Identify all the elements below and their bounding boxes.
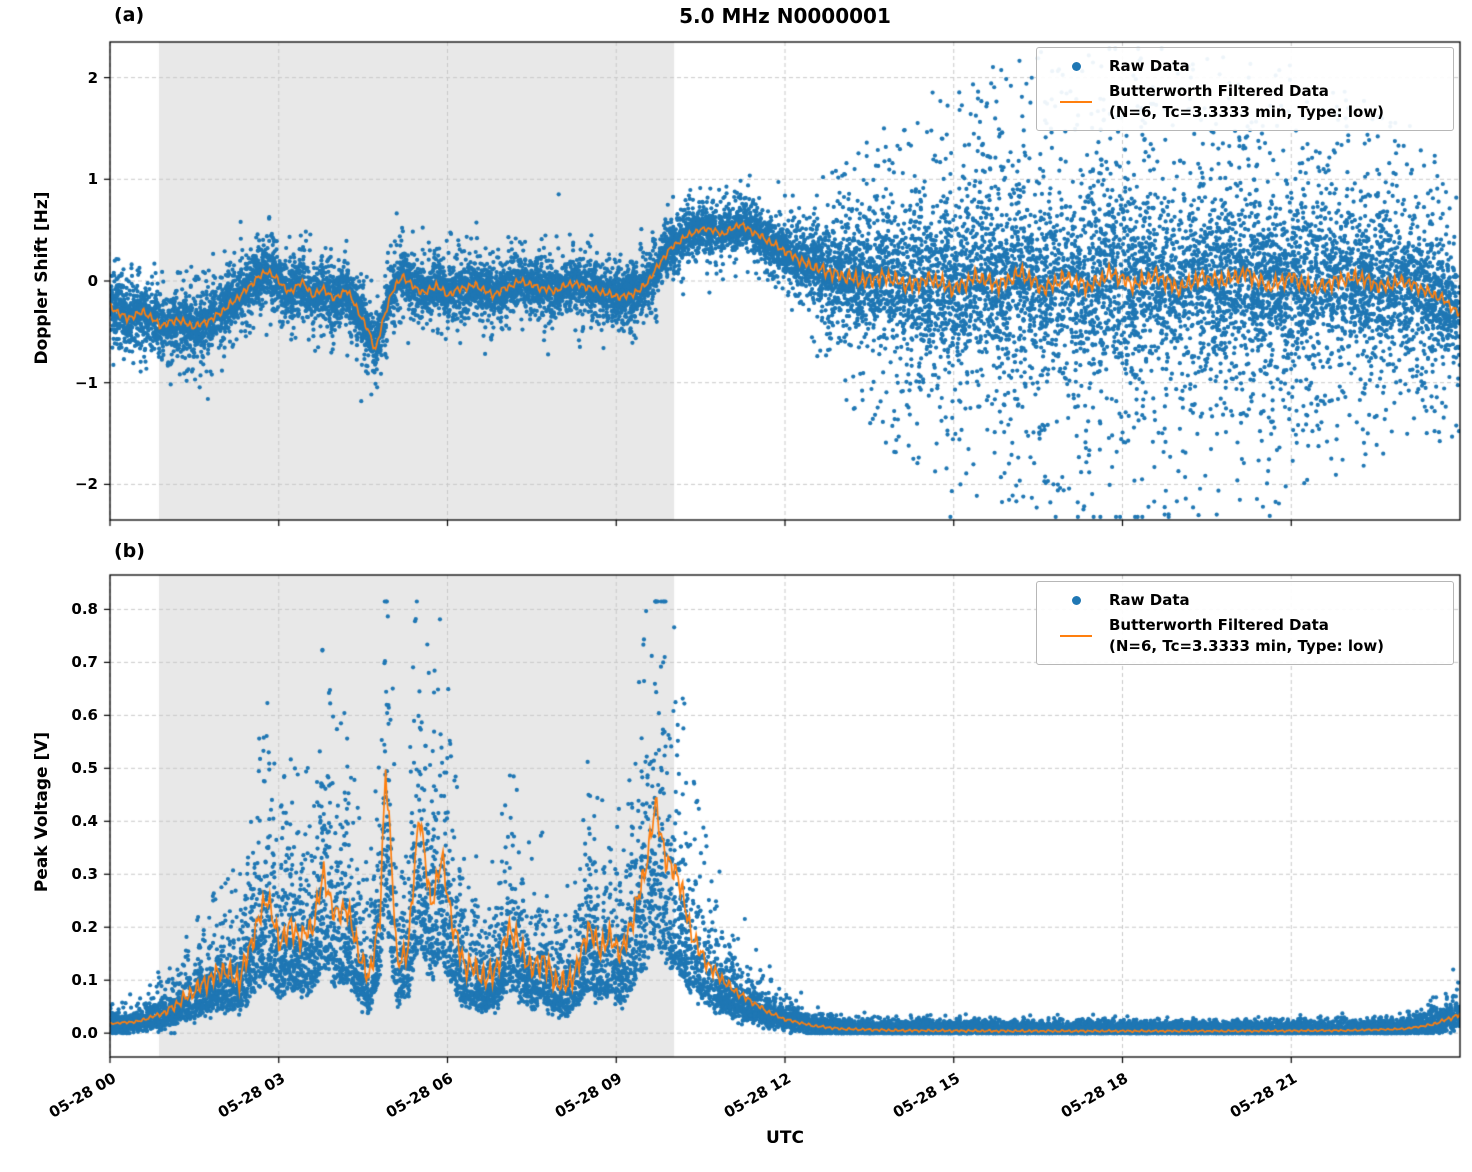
legend-filtered-label-line1: Butterworth Filtered Data [1109,82,1329,101]
y-tick-label-b: 0.6 [71,706,98,725]
legend-raw-row: Raw Data [1043,590,1443,610]
raw-data-marker-icon [1043,61,1109,71]
y-tick-label-b: 0.0 [71,1024,98,1043]
raw-data-marker-icon [1043,595,1109,605]
legend-filtered-label-line2: (N=6, Tc=3.3333 min, Type: low) [1109,102,1385,121]
y-tick-label-b: 0.5 [71,759,98,778]
y-tick-label-b: 0.4 [71,812,98,831]
legend-panel-a: Raw Data Butterworth Filtered Data (N=6,… [1036,47,1454,131]
panel-b-tag: (b) [114,540,145,562]
y-tick-label-a: 1 [87,170,98,189]
legend-filtered-label: Butterworth Filtered Data (N=6, Tc=3.333… [1109,615,1384,656]
legend-filtered-row: Butterworth Filtered Data (N=6, Tc=3.333… [1043,81,1443,122]
panel-a-tag: (a) [114,4,145,26]
x-axis-label: UTC [766,1128,804,1148]
filtered-line-marker-icon [1043,634,1109,637]
legend-raw-label: Raw Data [1109,57,1190,75]
legend-filtered-row: Butterworth Filtered Data (N=6, Tc=3.333… [1043,615,1443,656]
legend-filtered-label-line1: Butterworth Filtered Data [1109,616,1329,635]
y-tick-label-b: 0.3 [71,865,98,884]
y-tick-label-b: 0.8 [71,600,98,619]
y-tick-label-b: 0.7 [71,653,98,672]
legend-filtered-label-line2: (N=6, Tc=3.3333 min, Type: low) [1109,636,1385,655]
legend-filtered-label: Butterworth Filtered Data (N=6, Tc=3.333… [1109,81,1384,122]
y-tick-label-b: 0.2 [71,918,98,937]
y-tick-label-a: 2 [87,68,98,87]
chart-title: 5.0 MHz N0000001 [679,4,891,28]
y-tick-label-b: 0.1 [71,971,98,990]
legend-raw-row: Raw Data [1043,56,1443,76]
legend-panel-b: Raw Data Butterworth Filtered Data (N=6,… [1036,581,1454,665]
filtered-line-marker-icon [1043,100,1109,103]
y-tick-label-a: −1 [74,373,98,392]
legend-raw-label: Raw Data [1109,591,1190,609]
y-tick-label-a: 0 [87,272,98,290]
y-tick-label-a: −2 [74,475,98,494]
